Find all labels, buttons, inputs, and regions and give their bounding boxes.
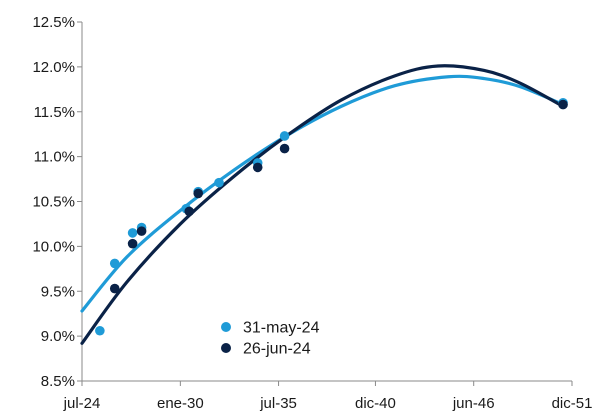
fit-curve-series-2	[80, 64, 565, 345]
x-tick-label: dic-40	[355, 395, 396, 412]
legend-label: 26-jun-24	[243, 341, 311, 358]
data-point-series-2	[109, 283, 120, 294]
data-point-series-1	[95, 325, 105, 336]
y-tick-label: 10.0%	[32, 238, 75, 255]
y-tick-label: 12.5%	[32, 14, 75, 31]
data-points	[95, 97, 568, 336]
data-point-series-2	[279, 143, 290, 154]
x-tick-label: dic-51	[552, 395, 593, 412]
y-tick-label: 11.5%	[34, 104, 75, 121]
fit-curves	[80, 64, 565, 345]
data-point-series-2	[193, 188, 204, 199]
data-point-series-2	[127, 238, 138, 249]
data-point-series-2	[136, 226, 147, 236]
x-tick-label: jul-24	[63, 395, 101, 412]
legend-marker	[221, 343, 231, 353]
data-point-series-1	[279, 131, 290, 141]
y-tick-label: 9.5%	[41, 283, 75, 300]
data-point-series-1	[127, 228, 138, 238]
y-tick-label: 12.0%	[32, 59, 75, 76]
data-point-series-2	[252, 162, 263, 173]
data-point-series-1	[109, 258, 120, 269]
y-tick-label: 11.0%	[34, 149, 75, 166]
legend-marker	[221, 322, 231, 332]
x-tick-label: jun-46	[452, 395, 495, 412]
data-point-series-1	[214, 177, 224, 188]
y-tick-label: 9.0%	[41, 328, 75, 345]
fit-curve-series-1	[80, 74, 565, 313]
data-point-series-2	[558, 99, 568, 110]
tick-labels: 8.5% 9.0% 9.5% 10.0% 10.5% 11.0% 11.5% 12.0% 12.…	[32, 14, 592, 412]
legend-label: 31-may-24	[243, 320, 320, 337]
axes	[77, 21, 573, 386]
legend: 31-may-24 26-jun-24	[221, 320, 320, 358]
y-tick-label: 8.5%	[41, 373, 75, 390]
data-point-series-2	[184, 206, 195, 217]
x-tick-label: jul-35	[259, 395, 297, 412]
x-tick-label: ene-30	[157, 395, 204, 412]
y-tick-label: 10.5%	[32, 194, 75, 211]
